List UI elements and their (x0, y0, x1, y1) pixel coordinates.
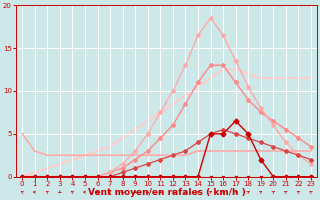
X-axis label: Vent moyen/en rafales ( km/h ): Vent moyen/en rafales ( km/h ) (88, 188, 245, 197)
